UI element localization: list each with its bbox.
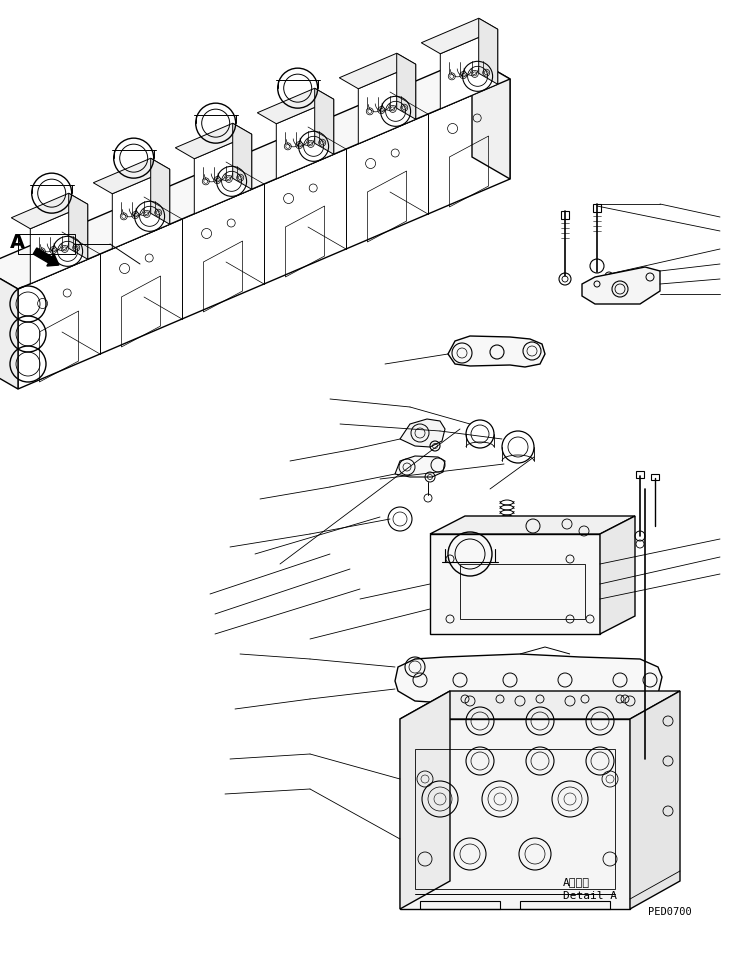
Polygon shape <box>315 89 334 155</box>
Polygon shape <box>30 205 88 284</box>
Polygon shape <box>69 194 88 260</box>
Polygon shape <box>339 54 416 89</box>
Polygon shape <box>600 516 635 634</box>
Text: PED0700: PED0700 <box>648 906 692 916</box>
Polygon shape <box>479 19 497 86</box>
Polygon shape <box>175 124 252 160</box>
Polygon shape <box>400 719 630 909</box>
Polygon shape <box>430 534 600 634</box>
Polygon shape <box>11 194 88 230</box>
Polygon shape <box>0 58 510 289</box>
Polygon shape <box>397 54 416 120</box>
Polygon shape <box>440 30 497 110</box>
Polygon shape <box>430 516 635 534</box>
Polygon shape <box>233 124 252 190</box>
Polygon shape <box>582 268 660 305</box>
Polygon shape <box>630 691 680 909</box>
Text: A　詳細: A 詳細 <box>563 876 590 886</box>
Polygon shape <box>0 268 18 389</box>
Polygon shape <box>395 456 445 478</box>
Polygon shape <box>276 100 334 180</box>
Polygon shape <box>194 136 252 214</box>
Polygon shape <box>472 58 510 180</box>
Polygon shape <box>400 691 680 719</box>
Polygon shape <box>400 420 445 448</box>
Polygon shape <box>400 691 450 909</box>
Polygon shape <box>421 19 497 55</box>
FancyArrow shape <box>33 249 59 267</box>
Polygon shape <box>448 336 545 368</box>
Polygon shape <box>358 65 416 144</box>
Polygon shape <box>94 160 170 194</box>
Polygon shape <box>151 160 170 225</box>
Polygon shape <box>18 80 510 389</box>
Polygon shape <box>258 89 334 125</box>
Text: A: A <box>10 233 25 251</box>
Text: Detail A: Detail A <box>563 890 617 900</box>
Polygon shape <box>395 654 662 705</box>
Polygon shape <box>112 170 170 250</box>
